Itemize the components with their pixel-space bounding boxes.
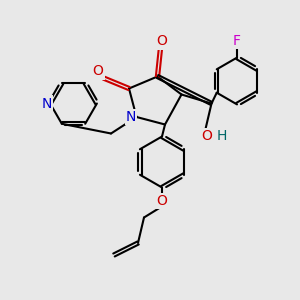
Text: O: O	[157, 194, 167, 208]
Text: H: H	[217, 130, 227, 143]
Text: O: O	[157, 34, 167, 48]
Text: F: F	[233, 34, 241, 48]
Text: N: N	[126, 110, 136, 124]
Text: O: O	[202, 130, 212, 143]
Text: O: O	[93, 64, 104, 78]
Text: N: N	[42, 97, 52, 110]
